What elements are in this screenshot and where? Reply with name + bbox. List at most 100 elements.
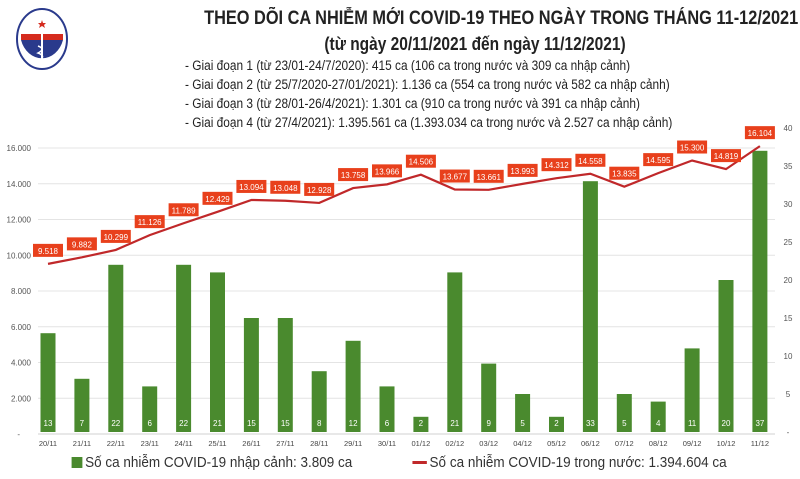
x-tick-label: 11/12 bbox=[751, 439, 769, 448]
line-label: 15.300 bbox=[680, 144, 705, 153]
line-label-bg bbox=[677, 140, 708, 154]
left-axis-tick: 12.000 bbox=[7, 216, 32, 225]
x-tick-label: 07/12 bbox=[615, 439, 634, 448]
left-axis-tick: - bbox=[17, 430, 20, 439]
right-axis-tick: - bbox=[787, 428, 790, 437]
bar-label: 7 bbox=[80, 419, 85, 428]
legend-item-line: Số ca nhiễm COVID-19 trong nước: 1.394.6… bbox=[412, 454, 727, 471]
bar bbox=[752, 150, 768, 433]
bar-label: 13 bbox=[44, 419, 53, 428]
bar bbox=[684, 348, 700, 432]
x-tick-label: 25/11 bbox=[208, 439, 226, 448]
x-tick-label: 26/11 bbox=[242, 439, 260, 448]
line-label: 16.104 bbox=[748, 129, 773, 138]
bar-label: 8 bbox=[317, 419, 322, 428]
x-tick-label: 29/11 bbox=[344, 439, 362, 448]
line-label: 11.789 bbox=[172, 206, 196, 215]
line-label: 13.835 bbox=[612, 170, 637, 179]
bar-label: 5 bbox=[622, 419, 627, 428]
line-label: 14.819 bbox=[714, 152, 739, 161]
left-axis-tick: 8.000 bbox=[11, 287, 32, 296]
legend-swatch-line bbox=[412, 461, 428, 464]
bar bbox=[616, 394, 632, 432]
bar bbox=[311, 371, 327, 432]
left-axis-tick: 10.000 bbox=[7, 251, 32, 260]
line-label-bg bbox=[372, 164, 402, 178]
bar-label: 33 bbox=[586, 419, 595, 428]
bar-label: 15 bbox=[247, 419, 256, 428]
bar-label: 12 bbox=[349, 419, 358, 428]
bar bbox=[413, 416, 429, 432]
line-label: 14.595 bbox=[646, 156, 671, 165]
bar bbox=[345, 340, 361, 432]
chart-title: THEO DÕI CA NHIỄM MỚI COVID-19 THEO NGÀY… bbox=[204, 8, 799, 29]
x-tick-label: 28/11 bbox=[310, 439, 328, 448]
bar-label: 4 bbox=[656, 419, 661, 428]
right-axis-tick: 15 bbox=[784, 314, 793, 323]
line-label-bg bbox=[507, 163, 538, 177]
x-tick-label: 24/11 bbox=[174, 439, 192, 448]
bar bbox=[142, 386, 158, 432]
line-label-bg bbox=[100, 229, 131, 243]
bar bbox=[549, 416, 564, 432]
line-label-bg bbox=[338, 168, 369, 182]
line-label-bg bbox=[575, 153, 606, 167]
x-tick-label: 10/12 bbox=[717, 439, 736, 448]
bar bbox=[277, 318, 293, 432]
x-tick-label: 02/12 bbox=[445, 439, 464, 448]
line-label-bg bbox=[744, 126, 775, 140]
left-axis-tick: 14.000 bbox=[7, 180, 32, 189]
line-label: 13.677 bbox=[443, 173, 468, 182]
right-axis-tick: 5 bbox=[786, 390, 791, 399]
bar bbox=[481, 363, 497, 432]
bar bbox=[718, 280, 734, 432]
line-label: 13.094 bbox=[239, 183, 264, 192]
line-label: 9.518 bbox=[38, 247, 59, 256]
line-label: 10.299 bbox=[104, 233, 129, 242]
legend-item-bar: Số ca nhiễm COVID-19 nhập cảnh: 3.809 ca bbox=[71, 454, 352, 471]
left-axis-tick: 2.000 bbox=[11, 394, 32, 403]
bar-label: 37 bbox=[755, 419, 764, 428]
bar bbox=[176, 264, 192, 432]
bar bbox=[582, 181, 598, 432]
line-label-bg bbox=[541, 158, 572, 172]
bar bbox=[74, 378, 90, 432]
line-label: 14.558 bbox=[578, 157, 603, 166]
stage-3-text: - Giai đoạn 3 (từ 28/01-26/4/2021): 1.30… bbox=[185, 96, 640, 111]
bar-label: 20 bbox=[722, 419, 731, 428]
bar-label: 21 bbox=[213, 419, 222, 428]
right-axis-tick: 30 bbox=[784, 200, 793, 209]
x-tick-label: 01/12 bbox=[412, 439, 431, 448]
x-tick-label: 03/12 bbox=[479, 439, 498, 448]
line-label-bg bbox=[304, 182, 335, 196]
line-label: 13.966 bbox=[375, 167, 400, 176]
x-tick-label: 06/12 bbox=[581, 439, 600, 448]
line-label-bg bbox=[643, 153, 674, 167]
left-axis-tick: 6.000 bbox=[11, 323, 32, 332]
bar bbox=[650, 401, 666, 432]
stage-4-text: - Giai đoạn 4 (từ 27/4/2021): 1.395.561 … bbox=[185, 115, 673, 130]
bar-label: 21 bbox=[450, 419, 459, 428]
x-tick-label: 20/11 bbox=[39, 439, 57, 448]
bar-label: 9 bbox=[486, 419, 491, 428]
line-label-bg bbox=[33, 243, 63, 257]
line-label-bg bbox=[711, 149, 741, 163]
x-tick-label: 08/12 bbox=[649, 439, 668, 448]
legend-label-bar: Số ca nhiễm COVID-19 nhập cảnh: 3.809 ca bbox=[84, 454, 352, 471]
bar bbox=[515, 394, 531, 432]
line-label: 13.758 bbox=[341, 171, 366, 180]
stage-1-text: - Giai đoạn 1 (từ 23/01-24/7/2020): 415 … bbox=[185, 58, 631, 73]
right-axis-tick: 10 bbox=[784, 352, 793, 361]
right-axis-tick: 40 bbox=[784, 124, 793, 133]
right-axis-tick: 20 bbox=[784, 276, 793, 285]
x-tick-label: 27/11 bbox=[276, 439, 294, 448]
line-label: 9.882 bbox=[72, 240, 93, 249]
x-tick-label: 21/11 bbox=[73, 439, 91, 448]
line-label-bg bbox=[405, 154, 436, 168]
left-axis-tick: 4.000 bbox=[11, 359, 32, 368]
stage-2-text: - Giai đoạn 2 (từ 25/7/2020-27/01/2021):… bbox=[185, 77, 670, 92]
bar bbox=[379, 386, 395, 432]
line-label: 13.048 bbox=[273, 184, 298, 193]
bar bbox=[40, 333, 56, 432]
